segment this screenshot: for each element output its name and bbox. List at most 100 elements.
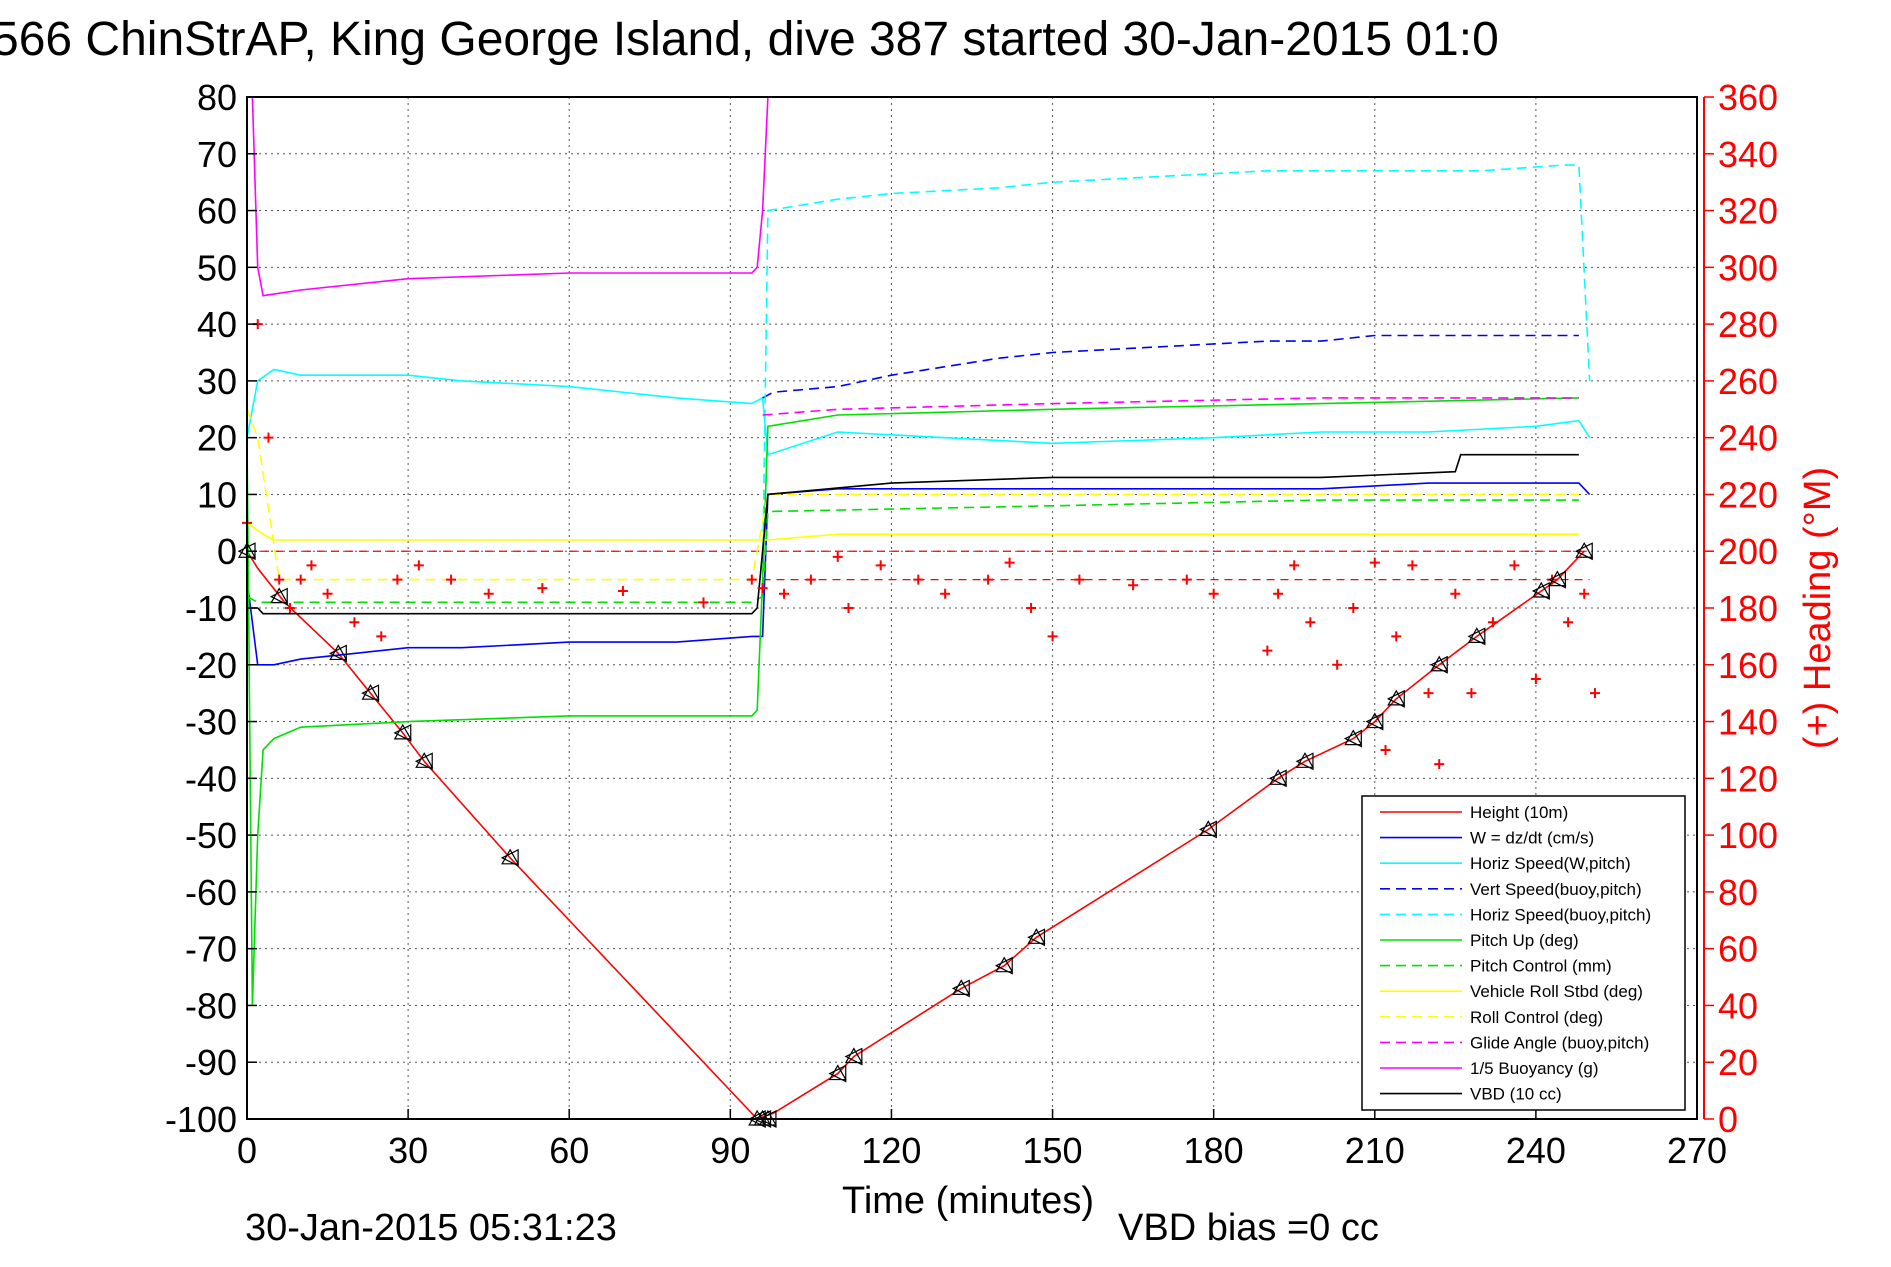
- left-tick-label: -20: [185, 645, 237, 686]
- series-line-horiz-speed-buoy-pitch: [761, 164, 1591, 580]
- heading-marker: [274, 574, 285, 585]
- right-tick-label: 340: [1718, 134, 1778, 175]
- right-tick-label: 360: [1718, 77, 1778, 118]
- left-tick-label: -30: [185, 702, 237, 743]
- depth-marker: [328, 644, 348, 663]
- left-tick-label: -100: [165, 1099, 237, 1140]
- depth-marker: [994, 956, 1014, 975]
- heading-marker: [843, 603, 854, 613]
- heading-marker: [1289, 560, 1300, 571]
- heading-marker: [1305, 617, 1316, 628]
- legend: Height (10m) W = dz/dt (cm/s) Horiz Speed(…: [1361, 795, 1686, 1111]
- right-tick-label: 100: [1718, 815, 1778, 856]
- heading-marker: [746, 574, 757, 585]
- depth-marker: [844, 1047, 863, 1066]
- heading-marker: [1128, 580, 1139, 591]
- depth-marker: [414, 752, 434, 771]
- x-tick-label: 30: [388, 1130, 428, 1171]
- depth-marker: [1548, 570, 1567, 589]
- heading-marker: [349, 617, 360, 628]
- legend-label: Vert Speed(buoy,pitch): [1470, 880, 1642, 899]
- heading-marker: [805, 574, 816, 585]
- left-tick-label: 50: [197, 247, 237, 288]
- x-tick-label: 270: [1667, 1130, 1727, 1171]
- heading-marker: [322, 588, 333, 599]
- heading-marker: [1434, 759, 1445, 770]
- legend-label: VBD (10 cc): [1470, 1085, 1562, 1104]
- heading-marker: [263, 432, 274, 443]
- heading-marker: [413, 560, 424, 571]
- x-tick-label: 90: [710, 1130, 750, 1171]
- right-tick-label: 220: [1718, 474, 1778, 515]
- heading-marker: [1369, 557, 1380, 568]
- right-tick-label: 140: [1718, 702, 1778, 743]
- heading-marker: [306, 560, 317, 571]
- legend-label: Roll Control (deg): [1470, 1008, 1603, 1027]
- heading-marker: [1181, 574, 1192, 585]
- heading-marker: [1380, 744, 1391, 755]
- depth-marker: [1365, 712, 1384, 731]
- left-tick-label: -60: [185, 872, 237, 913]
- series-line-vert-speed-buoy-pitch: [762, 334, 1579, 399]
- x-tick-label: 240: [1506, 1130, 1566, 1171]
- left-tick-label: -10: [185, 588, 237, 629]
- left-tick-label: -70: [185, 929, 237, 970]
- footer-vbd-bias: VBD bias =0 cc: [1118, 1207, 1379, 1249]
- heading-marker: [1450, 588, 1461, 599]
- grid-lines: [247, 97, 1697, 1119]
- right-tick-label: 240: [1718, 418, 1778, 459]
- right-axis-label: (+) Heading (°M): [1797, 467, 1839, 749]
- heading-marker: [1273, 588, 1284, 599]
- series-line-vehicle-roll-stbd-deg: [246, 522, 1579, 541]
- depth-marker: [1198, 820, 1218, 839]
- x-tick-label: 120: [861, 1130, 921, 1171]
- depth-marker: [1467, 627, 1486, 646]
- x-tick-label: 180: [1184, 1130, 1244, 1171]
- series-line-w-dz-dt-cm-s: [246, 482, 1591, 666]
- depth-marker: [828, 1064, 847, 1083]
- heading-marker: [698, 597, 709, 608]
- chart-title: 566 ChinStrAP, King George Island, dive …: [0, 13, 1499, 66]
- series-line-vbd-10-cc: [247, 453, 1579, 615]
- depth-marker: [1268, 769, 1288, 788]
- x-tick-label: 150: [1023, 1130, 1083, 1171]
- legend-label: W = dz/dt (cm/s): [1470, 829, 1594, 848]
- depth-marker: [1343, 729, 1363, 748]
- x-axis-label: Time (minutes): [842, 1180, 1094, 1222]
- left-axis: 80 70 60 50 40 30 20 10 0 -10 -20 -30 -40 -50 -60 -70 -8…: [165, 77, 257, 1140]
- depth-marker: [500, 848, 520, 867]
- heading-marker: [376, 631, 387, 642]
- heading-marker: [284, 603, 295, 613]
- heading-marker: [875, 560, 886, 571]
- heading-marker: [983, 574, 994, 585]
- heading-marker: [940, 588, 951, 599]
- right-tick-label: 60: [1718, 929, 1758, 970]
- left-tick-label: -80: [185, 985, 237, 1026]
- right-tick-label: 180: [1718, 588, 1778, 629]
- heading-marker: [779, 588, 790, 599]
- heading-marker: [1026, 603, 1037, 613]
- series-line-1-5-buoyancy-g: [251, 96, 769, 297]
- legend-label: Height (10m): [1470, 803, 1568, 822]
- heading-marker: [537, 583, 548, 594]
- heading-marker: [1047, 631, 1058, 642]
- depth-marker: [1531, 581, 1551, 600]
- right-tick-label: 160: [1718, 645, 1778, 686]
- left-tick-label: 0: [217, 531, 237, 572]
- heading-marker: [1509, 560, 1520, 571]
- legend-label: Horiz Speed(buoy,pitch): [1470, 905, 1651, 924]
- right-tick-label: 280: [1718, 304, 1778, 345]
- heading-marker: [1423, 688, 1434, 699]
- heading-marker: [392, 574, 403, 585]
- depth-marker: [393, 723, 412, 742]
- right-tick-label: 80: [1718, 872, 1758, 913]
- heading-marker: [483, 588, 494, 599]
- heading-marker: [913, 574, 924, 585]
- heading-marker: [295, 574, 306, 585]
- depth-marker: [951, 979, 971, 998]
- heading-marker: [1004, 557, 1015, 568]
- heading-marker: [1391, 631, 1402, 642]
- right-tick-label: 40: [1718, 985, 1758, 1026]
- left-tick-label: 70: [197, 134, 237, 175]
